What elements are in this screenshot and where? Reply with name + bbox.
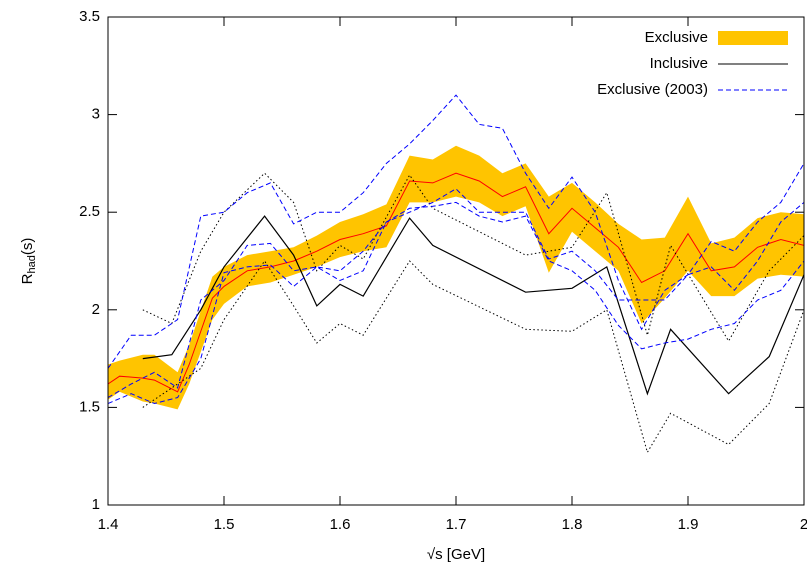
y-axis-label: Rhad(s) — [19, 238, 38, 285]
x-axis-label: √s [GeV] — [427, 546, 485, 563]
legend-label: Exclusive (2003) — [597, 81, 708, 98]
x-tick-label: 1.6 — [330, 516, 351, 533]
y-tick-label: 2 — [92, 301, 100, 318]
center-line — [108, 172, 804, 393]
y-tick-label: 1 — [92, 496, 100, 513]
center-line — [142, 215, 804, 396]
y-tick-label: 3.5 — [79, 8, 100, 25]
y-tick-label: 2.5 — [79, 203, 100, 220]
legend-swatch — [718, 31, 788, 45]
y-label-suffix: (s) — [19, 238, 36, 256]
x-tick-label: 1.8 — [562, 516, 583, 533]
legend-label: Inclusive — [650, 55, 708, 72]
y-tick-label: 1.5 — [79, 398, 100, 415]
x-tick-label: 1.4 — [98, 516, 119, 533]
upper-line — [108, 94, 804, 369]
x-tick-label: 2 — [800, 516, 807, 533]
y-tick-label: 3 — [92, 106, 100, 123]
y-label-base: R — [19, 273, 36, 284]
axes: 1 1.5 2 2.5 3 3.5 1.4 1.5 1.6 1.7 1.8 1.9 2 Exclusive… — [79, 8, 807, 533]
center-line — [108, 188, 804, 399]
lower-line — [142, 260, 804, 454]
legend-label: Exclusive — [645, 29, 708, 46]
x-tick-label: 1.5 — [214, 516, 235, 533]
lower-line — [108, 201, 804, 405]
x-tick-label: 1.7 — [446, 516, 467, 533]
y-label-subscript: had — [26, 255, 38, 273]
band — [108, 145, 804, 410]
x-tick-label: 1.9 — [678, 516, 699, 533]
plot-area — [108, 94, 804, 454]
